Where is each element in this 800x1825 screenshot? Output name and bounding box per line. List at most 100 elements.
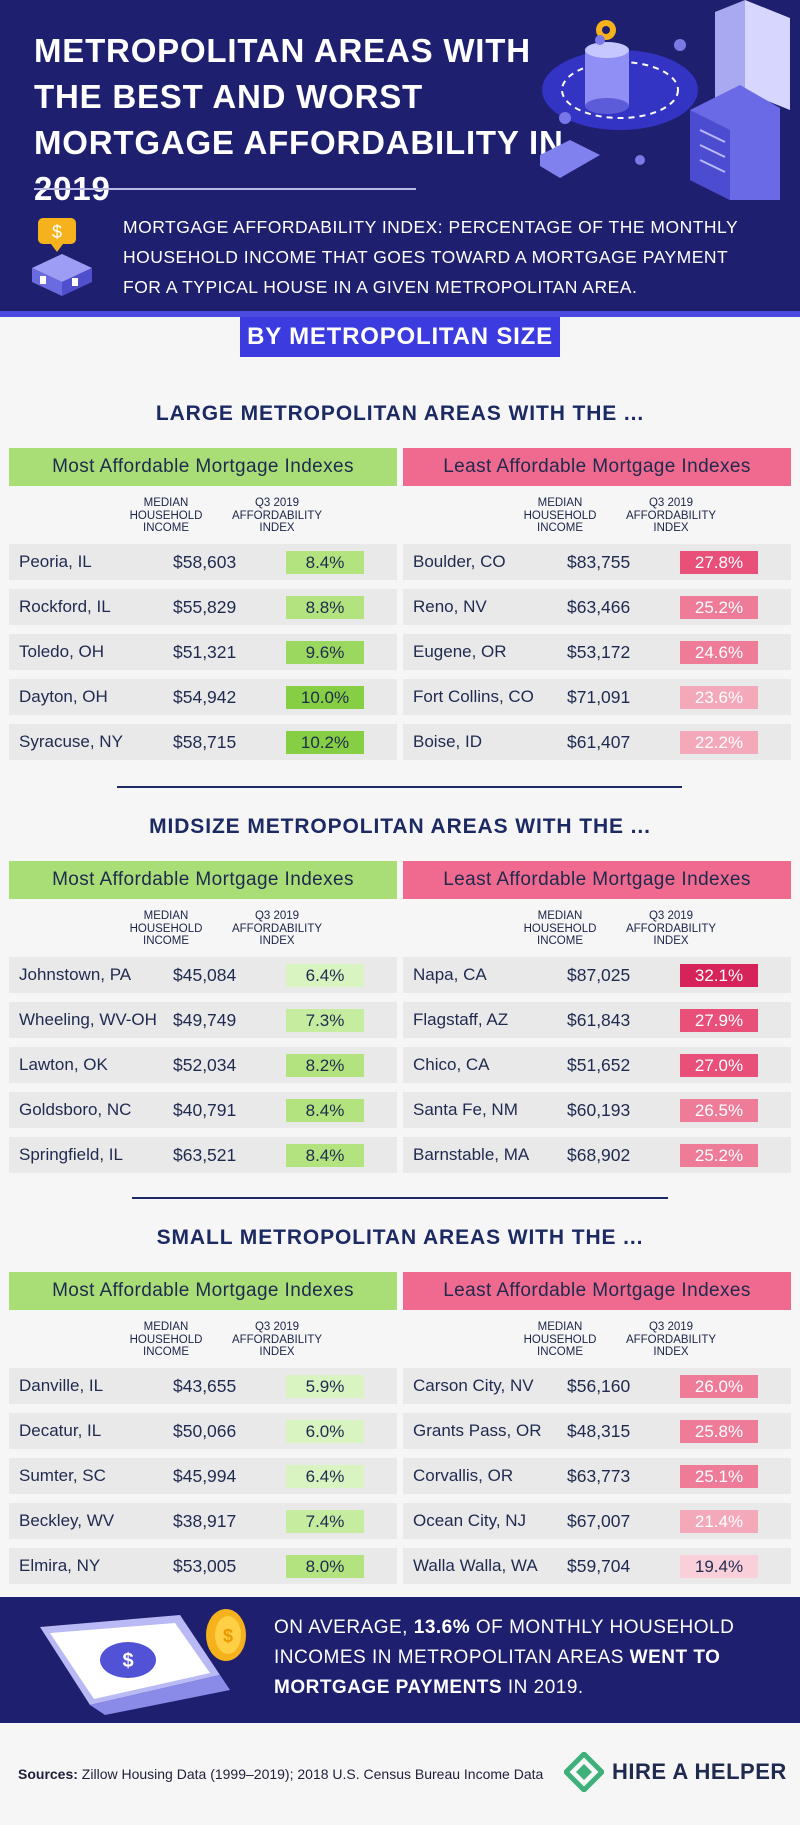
table-row: Elmira, NY $53,005 8.0% xyxy=(9,1548,397,1584)
page-title: METROPOLITAN AREAS WITH THE BEST AND WOR… xyxy=(34,32,564,207)
table-row: Barnstable, MA $68,902 25.2% xyxy=(403,1137,791,1173)
index-cell: 8.4% xyxy=(286,1144,364,1167)
city-cell: Boise, ID xyxy=(413,732,482,751)
income-cell: $55,829 xyxy=(173,597,237,617)
sources-note: Sources: Zillow Housing Data (1999–2019)… xyxy=(18,1766,543,1782)
most-affordable-panel: Most Affordable Mortgage Indexes MEDIAN H… xyxy=(9,448,397,769)
income-cell: $49,749 xyxy=(173,1010,237,1030)
table-row: Sumter, SC $45,994 6.4% xyxy=(9,1458,397,1494)
brand-name: HIRE A HELPER xyxy=(612,1759,787,1784)
table-row: Rockford, IL $55,829 8.8% xyxy=(9,589,397,625)
column-headers: MEDIAN HOUSEHOLD INCOME Q3 2019 AFFORDABI… xyxy=(9,486,397,544)
index-column-header: Q3 2019 AFFORDABILITY INDEX xyxy=(625,497,717,534)
city-cell: Johnstown, PA xyxy=(19,965,132,984)
city-cell: Ocean City, NJ xyxy=(413,1511,527,1530)
panel-header: Most Affordable Mortgage Indexes xyxy=(9,448,397,486)
income-column-header: MEDIAN HOUSEHOLD INCOME xyxy=(523,910,597,947)
svg-text:$: $ xyxy=(52,222,62,242)
table-row: Reno, NV $63,466 25.2% xyxy=(403,589,791,625)
table-row: Johnstown, PA $45,084 6.4% xyxy=(9,957,397,993)
income-column-header: MEDIAN HOUSEHOLD INCOME xyxy=(523,497,597,534)
index-cell: 23.6% xyxy=(680,686,758,709)
index-cell: 32.1% xyxy=(680,964,758,987)
index-cell: 10.0% xyxy=(286,686,364,709)
index-cell: 9.6% xyxy=(286,641,364,664)
income-cell: $45,084 xyxy=(173,965,237,985)
income-cell: $59,704 xyxy=(567,1556,631,1576)
city-cell: Wheeling, WV-OH xyxy=(19,1010,157,1029)
income-cell: $68,902 xyxy=(567,1145,631,1165)
index-cell: 25.2% xyxy=(680,596,758,619)
section-title: LARGE METROPOLITAN AREAS WITH THE ... xyxy=(155,402,645,425)
table-row: Santa Fe, NM $60,193 26.5% xyxy=(403,1092,791,1128)
table-row: Syracuse, NY $58,715 10.2% xyxy=(9,724,397,760)
index-cell: 25.2% xyxy=(680,1144,758,1167)
average-pre: ON AVERAGE, xyxy=(274,1617,414,1638)
city-cell: Barnstable, MA xyxy=(413,1145,530,1164)
city-cell: Boulder, CO xyxy=(413,552,506,571)
most-affordable-panel: Most Affordable Mortgage Indexes MEDIAN H… xyxy=(9,861,397,1182)
header-accent-stripe xyxy=(0,311,800,317)
income-cell: $53,005 xyxy=(173,1556,237,1576)
income-cell: $38,917 xyxy=(173,1511,237,1531)
index-cell: 5.9% xyxy=(286,1375,364,1398)
table-row: Eugene, OR $53,172 24.6% xyxy=(403,634,791,670)
income-column-header: MEDIAN HOUSEHOLD INCOME xyxy=(129,1321,203,1358)
index-cell: 24.6% xyxy=(680,641,758,664)
income-cell: $58,715 xyxy=(173,732,237,752)
average-banner: $ $ ON AVERAGE, 13.6% OF MONTHLY HOUSEHO… xyxy=(0,1597,800,1723)
income-column-header: MEDIAN HOUSEHOLD INCOME xyxy=(129,910,203,947)
income-cell: $67,007 xyxy=(567,1511,631,1531)
average-statement: ON AVERAGE, 13.6% OF MONTHLY HOUSEHOLD I… xyxy=(274,1613,774,1703)
city-cell: Santa Fe, NM xyxy=(413,1100,518,1119)
index-cell: 26.5% xyxy=(680,1099,758,1122)
city-cell: Chico, CA xyxy=(413,1055,490,1074)
city-cell: Flagstaff, AZ xyxy=(413,1010,509,1029)
table-row: Dayton, OH $54,942 10.0% xyxy=(9,679,397,715)
index-cell: 7.4% xyxy=(286,1510,364,1533)
table-row: Decatur, IL $50,066 6.0% xyxy=(9,1413,397,1449)
city-cell: Lawton, OK xyxy=(19,1055,108,1074)
section-title: SMALL METROPOLITAN AREAS WITH THE ... xyxy=(156,1226,644,1249)
table-row: Grants Pass, OR $48,315 25.8% xyxy=(403,1413,791,1449)
index-cell: 22.2% xyxy=(680,731,758,754)
index-cell: 26.0% xyxy=(680,1375,758,1398)
index-cell: 27.0% xyxy=(680,1054,758,1077)
panel-header: Least Affordable Mortgage Indexes xyxy=(403,448,791,486)
city-cell: Carson City, NV xyxy=(413,1376,534,1395)
index-cell: 19.4% xyxy=(680,1555,758,1578)
average-value: 13.6% xyxy=(413,1617,471,1638)
index-cell: 10.2% xyxy=(286,731,364,754)
income-cell: $58,603 xyxy=(173,552,237,572)
index-definition: MORTGAGE AFFORDABILITY INDEX: PERCENTAGE… xyxy=(123,217,738,297)
section-divider xyxy=(132,1197,668,1199)
city-cell: Corvallis, OR xyxy=(413,1466,514,1485)
city-cell: Peoria, IL xyxy=(19,552,92,571)
index-column-header: Q3 2019 AFFORDABILITY INDEX xyxy=(625,910,717,947)
table-row: Lawton, OK $52,034 8.2% xyxy=(9,1047,397,1083)
average-post: IN 2019. xyxy=(502,1677,584,1698)
brand-logo[interactable]: HIRE A HELPER xyxy=(564,1750,787,1794)
average-mid: OF MONTHLY HOUSEHOLD INCOMES IN METROPOL… xyxy=(274,1617,735,1668)
index-cell: 6.0% xyxy=(286,1420,364,1443)
city-cell: Rockford, IL xyxy=(19,597,111,616)
index-cell: 21.4% xyxy=(680,1510,758,1533)
title-divider xyxy=(34,188,416,190)
most-affordable-panel: Most Affordable Mortgage Indexes MEDIAN H… xyxy=(9,1272,397,1593)
index-column-header: Q3 2019 AFFORDABILITY INDEX xyxy=(231,910,323,947)
index-cell: 8.4% xyxy=(286,551,364,574)
income-cell: $63,773 xyxy=(567,1466,631,1486)
average-emph: WENT TO MORTGAGE PAYMENTS xyxy=(274,1647,721,1698)
index-cell: 6.4% xyxy=(286,1465,364,1488)
index-cell: 25.1% xyxy=(680,1465,758,1488)
money-bill-icon: $ $ xyxy=(40,1609,246,1715)
income-cell: $50,066 xyxy=(173,1421,237,1441)
income-cell: $51,321 xyxy=(173,642,237,662)
city-cell: Napa, CA xyxy=(413,965,487,984)
city-cell: Toledo, OH xyxy=(19,642,105,661)
size-badge: BY METROPOLITAN SIZE xyxy=(240,317,560,357)
city-cell: Springfield, IL xyxy=(19,1145,123,1164)
section-title: MIDSIZE METROPOLITAN AREAS WITH THE ... xyxy=(149,815,651,838)
table-row: Springfield, IL $63,521 8.4% xyxy=(9,1137,397,1173)
index-cell: 8.4% xyxy=(286,1099,364,1122)
